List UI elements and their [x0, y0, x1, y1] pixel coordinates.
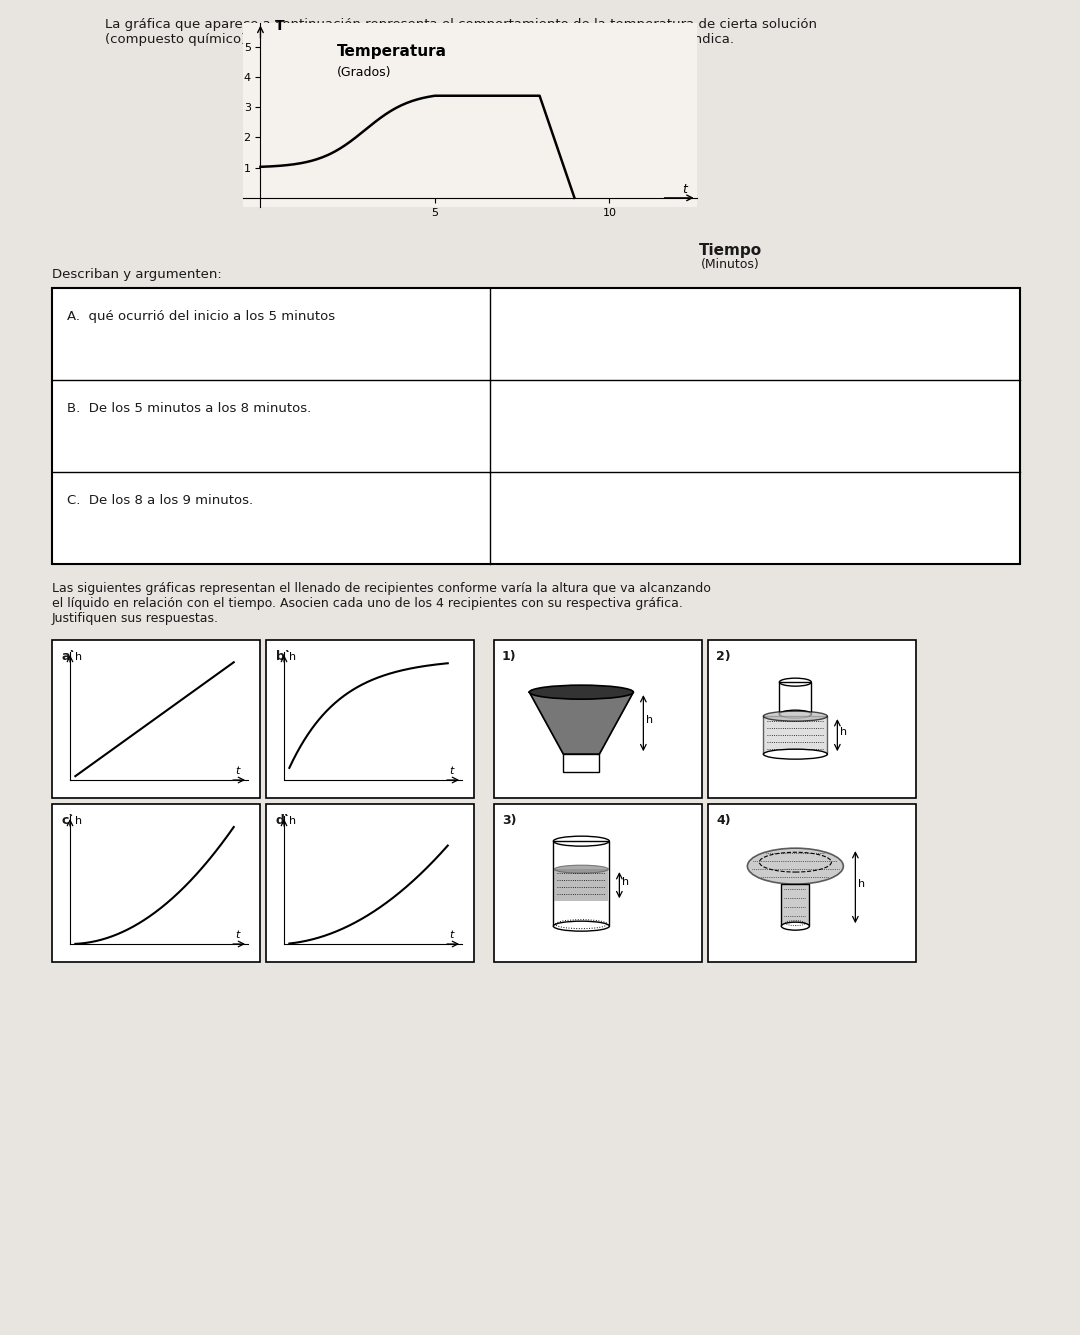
Text: 1): 1) [502, 650, 516, 663]
Text: d): d) [276, 814, 291, 826]
Text: h: h [76, 816, 82, 825]
Bar [266, 804, 474, 963]
Text: h: h [622, 877, 630, 888]
Text: h: h [840, 728, 848, 737]
Ellipse shape [747, 848, 843, 884]
Text: t: t [683, 183, 688, 196]
Bar [564, 754, 599, 772]
Text: (compuesto químico) en diferentes instantes. Organizados en parejas, hagan lo qu: (compuesto químico) en diferentes instan… [105, 33, 734, 45]
Text: Las siguientes gráficas representan el llenado de recipientes conforme varía la : Las siguientes gráficas representan el l… [52, 582, 711, 595]
Text: h: h [289, 816, 297, 825]
Ellipse shape [529, 685, 633, 700]
Text: 4): 4) [716, 814, 731, 826]
Bar [52, 639, 260, 798]
Text: t: t [449, 765, 454, 776]
Text: h: h [76, 651, 82, 662]
Text: h: h [859, 880, 865, 889]
Bar [494, 639, 702, 798]
Bar [52, 288, 1020, 563]
Ellipse shape [764, 712, 827, 721]
Text: C.  De los 8 a los 9 minutos.: C. De los 8 a los 9 minutos. [67, 494, 253, 507]
Text: c): c) [62, 814, 76, 826]
Bar [764, 716, 827, 754]
Polygon shape [529, 692, 633, 754]
Text: A.  qué ocurrió del inicio a los 5 minutos: A. qué ocurrió del inicio a los 5 minuto… [67, 310, 335, 323]
Text: t: t [449, 929, 454, 940]
Ellipse shape [554, 865, 608, 873]
Bar [266, 639, 474, 798]
Text: t: t [235, 929, 240, 940]
Ellipse shape [553, 921, 609, 930]
Text: h: h [646, 716, 653, 725]
Text: La gráfica que aparece a continuación representa el comportamiento de la tempera: La gráfica que aparece a continuación re… [105, 17, 816, 31]
Text: Justifiquen sus respuestas.: Justifiquen sus respuestas. [52, 611, 219, 625]
Text: Temperatura: Temperatura [337, 44, 447, 59]
Text: T: T [274, 19, 284, 33]
Text: B.  De los 5 minutos a los 8 minutos.: B. De los 5 minutos a los 8 minutos. [67, 402, 311, 415]
Ellipse shape [764, 749, 827, 760]
Text: t: t [235, 765, 240, 776]
Text: b): b) [276, 650, 291, 663]
Text: 3): 3) [502, 814, 516, 826]
Bar [494, 804, 702, 963]
Text: a): a) [62, 650, 77, 663]
Text: h: h [289, 651, 297, 662]
Bar [708, 639, 916, 798]
Ellipse shape [781, 922, 809, 930]
Bar [780, 682, 811, 714]
Ellipse shape [780, 710, 811, 718]
Bar [553, 841, 609, 926]
Bar [52, 804, 260, 963]
Bar [708, 804, 916, 963]
Bar [554, 869, 608, 901]
Text: el líquido en relación con el tiempo. Asocien cada uno de los 4 recipientes con : el líquido en relación con el tiempo. As… [52, 597, 683, 610]
Text: Tiempo: Tiempo [699, 243, 761, 258]
Text: (Grados): (Grados) [337, 67, 392, 80]
Text: 2): 2) [716, 650, 731, 663]
Text: Describan y argumenten:: Describan y argumenten: [52, 268, 221, 280]
Text: (Minutos): (Minutos) [701, 258, 759, 271]
Bar [781, 884, 809, 926]
